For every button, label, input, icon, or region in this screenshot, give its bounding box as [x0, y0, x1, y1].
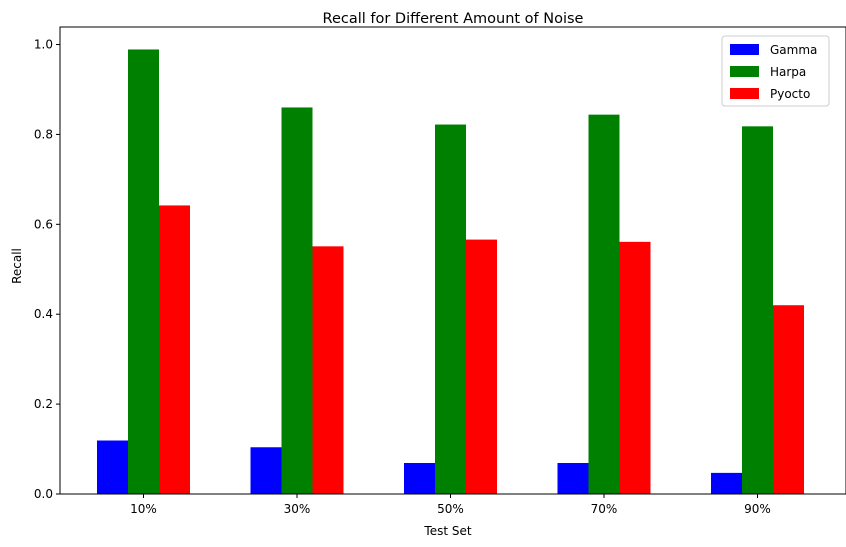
bar-pyocto-10pct — [159, 205, 190, 494]
bar-pyocto-70pct — [619, 241, 651, 494]
bar-pyocto-30pct — [312, 246, 344, 494]
legend-swatch-gamma — [730, 44, 759, 55]
y-tick-label: 1.0 — [34, 38, 53, 52]
bar-pyocto-50pct — [466, 239, 497, 494]
y-tick-label: 0.0 — [34, 487, 53, 501]
y-tick-label: 0.2 — [34, 397, 53, 411]
x-axis: 10% 30% 50% 70% 90% — [130, 494, 771, 516]
x-tick-label: 90% — [744, 502, 771, 516]
y-tick-label: 0.4 — [34, 307, 53, 321]
x-tick-label: 50% — [437, 502, 464, 516]
legend-label-harpa: Harpa — [770, 65, 806, 79]
bar-harpa-70pct — [588, 114, 620, 494]
bars-layer — [97, 49, 804, 495]
legend-label-gamma: Gamma — [770, 43, 817, 57]
x-tick-label: 70% — [591, 502, 618, 516]
legend-swatch-harpa — [730, 66, 759, 77]
bar-gamma-90pct — [711, 472, 742, 494]
x-axis-label: Test Set — [423, 524, 471, 538]
bar-harpa-90pct — [742, 126, 773, 495]
y-tick-label: 0.6 — [34, 217, 53, 231]
bar-gamma-30pct — [250, 447, 282, 494]
x-tick-label: 10% — [130, 502, 157, 516]
bar-gamma-70pct — [557, 462, 589, 494]
bar-harpa-30pct — [281, 107, 313, 494]
legend-label-pyocto: Pyocto — [770, 87, 810, 101]
chart-title: Recall for Different Amount of Noise — [323, 11, 584, 27]
legend: Gamma Harpa Pyocto — [721, 35, 830, 107]
plot-frame — [59, 26, 846, 495]
y-axis-label: Recall — [10, 248, 24, 284]
bar-gamma-50pct — [404, 462, 435, 494]
y-axis: 0.0 0.2 0.4 0.6 0.8 1.0 — [34, 38, 60, 501]
x-tick-label: 30% — [284, 502, 311, 516]
y-tick-label: 0.8 — [34, 127, 53, 141]
bar-harpa-50pct — [435, 124, 466, 495]
bar-pyocto-90pct — [773, 305, 804, 494]
bar-harpa-10pct — [128, 49, 159, 494]
bar-gamma-10pct — [97, 440, 128, 494]
legend-swatch-pyocto — [730, 88, 759, 99]
